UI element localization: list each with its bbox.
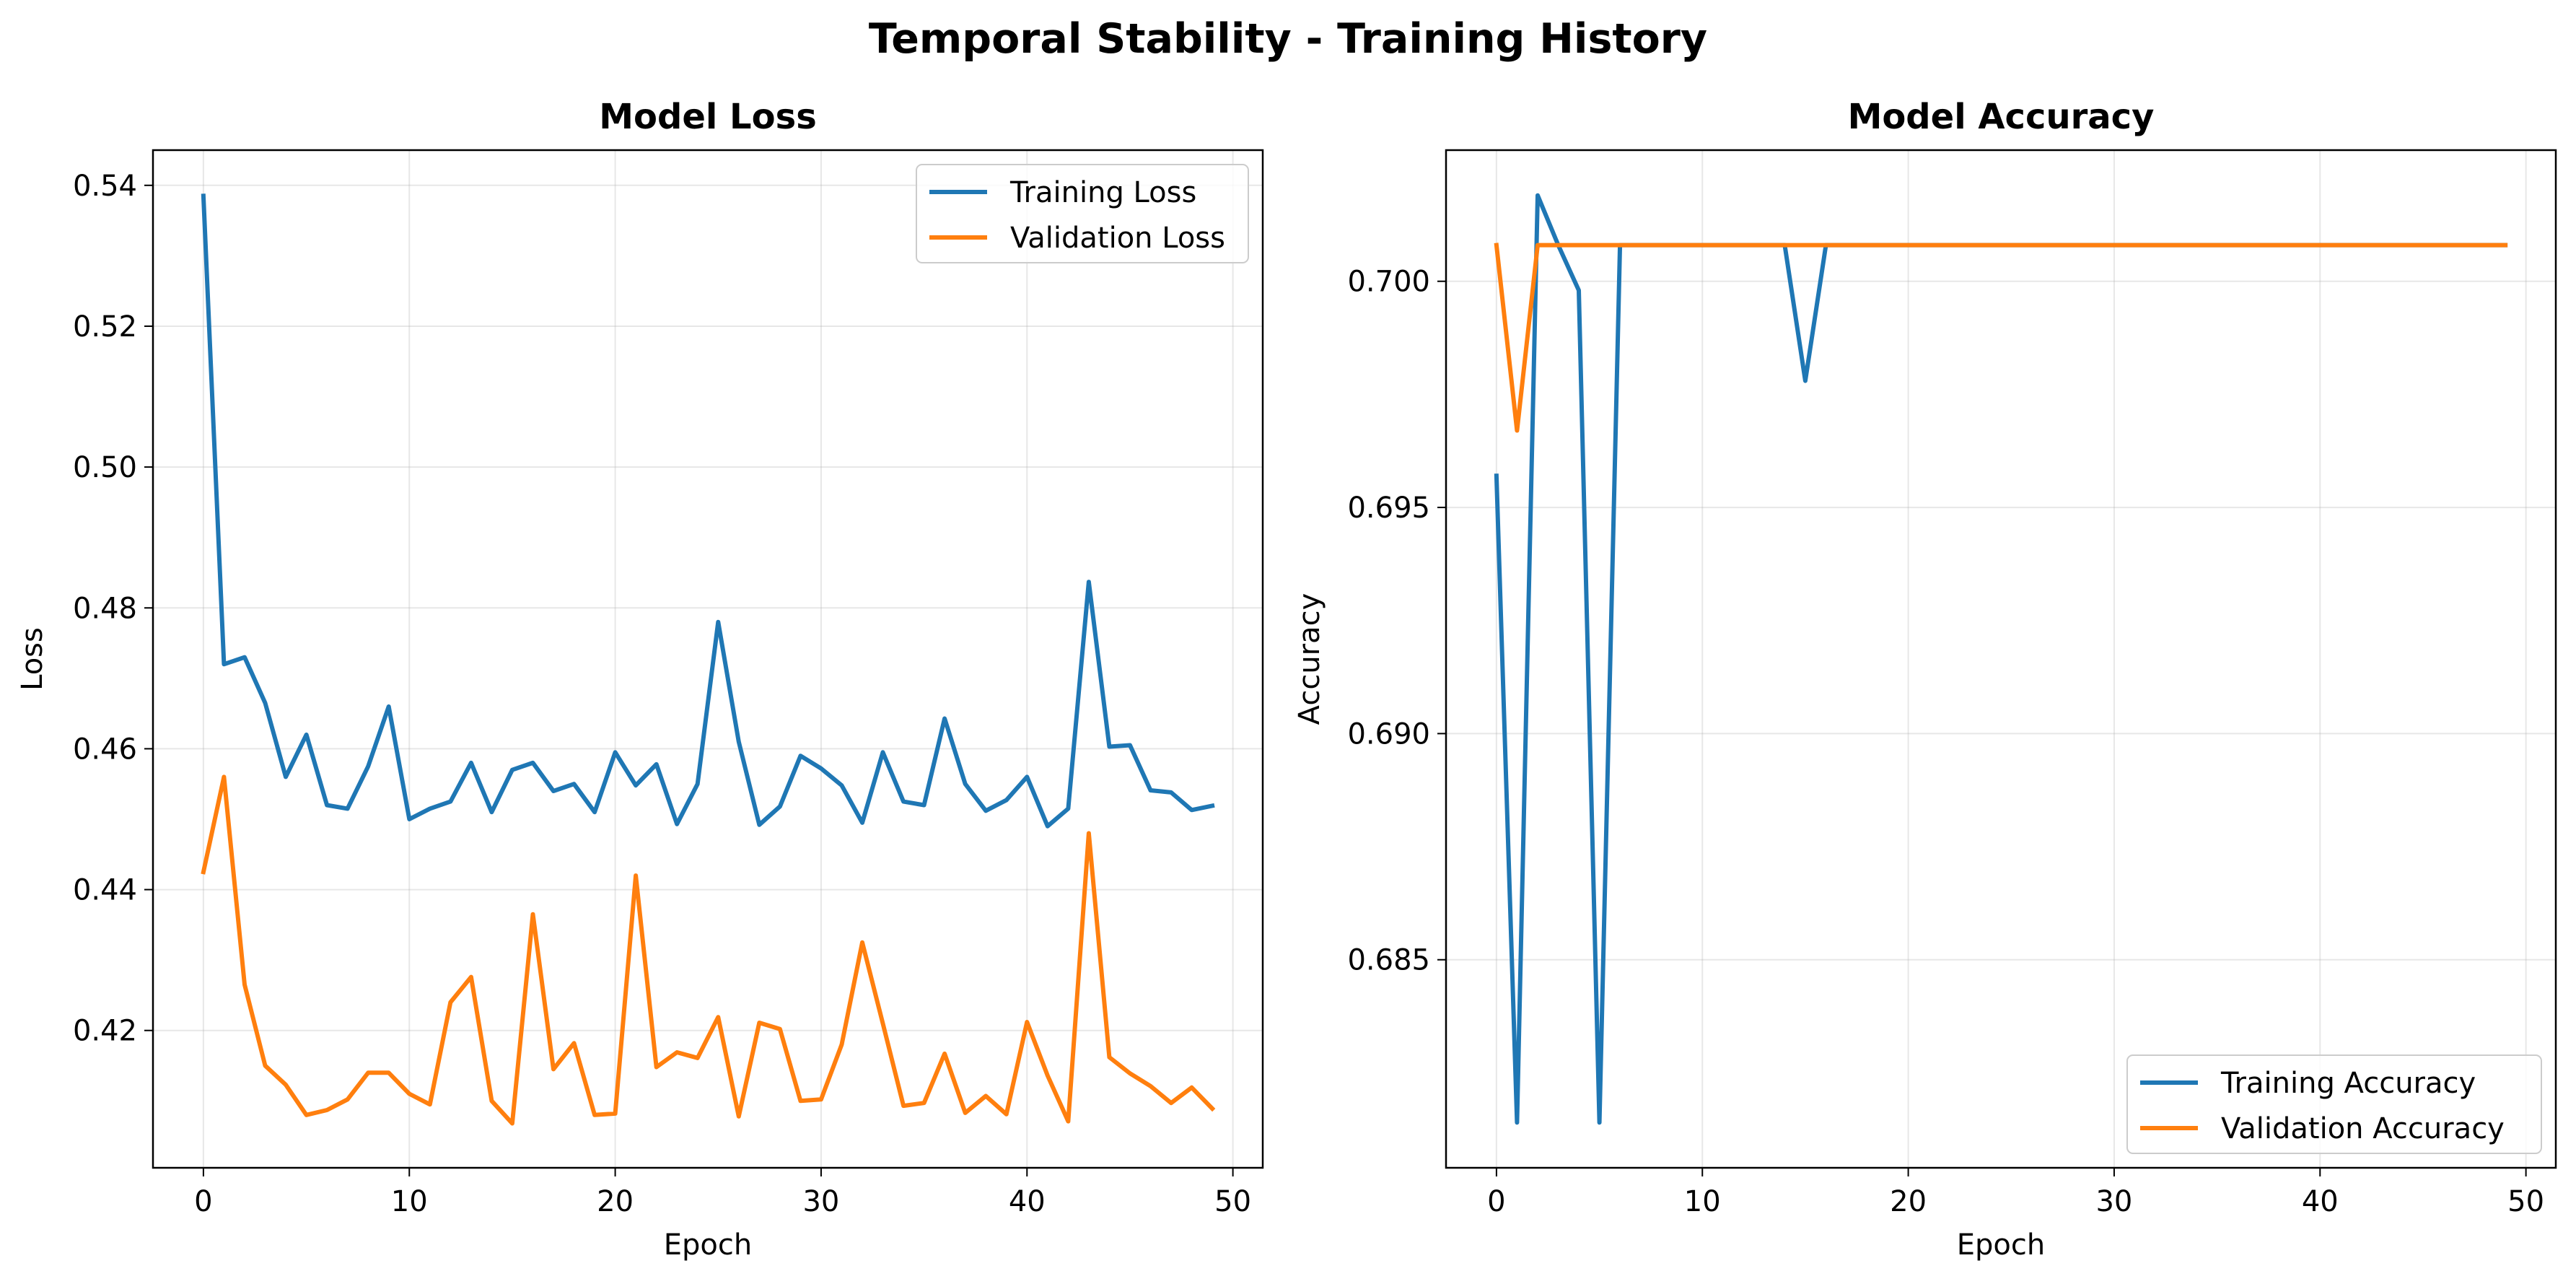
loss-x-tick-label: 30 bbox=[802, 1185, 839, 1218]
loss-x-tick-label: 20 bbox=[597, 1185, 634, 1218]
accuracy-series-lines bbox=[1494, 193, 2508, 1125]
loss-x-tick-label: 0 bbox=[194, 1185, 212, 1218]
loss-y-axis-label: Loss bbox=[16, 627, 49, 691]
accuracy-plot-frame bbox=[1445, 149, 2557, 1169]
accuracy-y-tick-label: 0.690 bbox=[1347, 717, 1430, 751]
loss-y-ticks: 0.42 0.44 0.46 0.48 0.50 0.52 0.54 bbox=[73, 170, 153, 1048]
loss-chart-title: Model Loss bbox=[599, 97, 817, 137]
accuracy-y-tick-label: 0.700 bbox=[1347, 266, 1430, 299]
accuracy-x-tick-label: 0 bbox=[1487, 1185, 1505, 1218]
accuracy-legend-label-training: Training Accuracy bbox=[2220, 1067, 2476, 1100]
loss-series-lines bbox=[201, 193, 1216, 1126]
loss-series-line-training bbox=[201, 193, 1215, 829]
accuracy-legend-box bbox=[2126, 1054, 2542, 1154]
loss-grid bbox=[153, 150, 1263, 1168]
accuracy-x-ticks: 0 10 20 30 40 50 bbox=[1487, 1168, 2544, 1218]
loss-y-tick-label: 0.48 bbox=[73, 592, 137, 625]
loss-y-tick-label: 0.54 bbox=[73, 170, 137, 203]
loss-y-tick-label: 0.42 bbox=[73, 1015, 137, 1048]
accuracy-series-line-validation bbox=[1494, 243, 2508, 433]
accuracy-grid bbox=[1446, 150, 2556, 1168]
loss-legend-box bbox=[916, 164, 1249, 263]
accuracy-x-tick-label: 50 bbox=[2507, 1185, 2544, 1218]
loss-series-line-validation bbox=[201, 774, 1216, 1126]
loss-legend: Training Loss Validation Loss bbox=[916, 164, 1249, 263]
loss-legend-label-training: Training Loss bbox=[1009, 176, 1196, 209]
accuracy-x-tick-label: 40 bbox=[2302, 1185, 2339, 1218]
loss-x-axis-label: Epoch bbox=[664, 1228, 752, 1262]
loss-legend-label-validation: Validation Loss bbox=[1010, 222, 1225, 255]
loss-x-tick-label: 40 bbox=[1009, 1185, 1046, 1218]
loss-x-tick-label: 10 bbox=[391, 1185, 428, 1218]
loss-y-tick-label: 0.50 bbox=[73, 451, 137, 484]
loss-y-tick-label: 0.46 bbox=[73, 733, 137, 766]
accuracy-y-ticks: 0.685 0.690 0.695 0.700 bbox=[1347, 266, 1446, 977]
accuracy-chart-title: Model Accuracy bbox=[1848, 97, 2155, 137]
accuracy-y-tick-label: 0.695 bbox=[1347, 492, 1430, 525]
accuracy-x-axis-label: Epoch bbox=[1957, 1228, 2045, 1262]
accuracy-x-tick-label: 10 bbox=[1684, 1185, 1721, 1218]
loss-y-tick-label: 0.52 bbox=[73, 310, 137, 344]
loss-plot-frame bbox=[152, 149, 1264, 1169]
accuracy-chart: 0 10 20 30 40 50 0.685 0.690 0.695 0.700 Model A… bbox=[1293, 97, 2557, 1262]
loss-y-tick-label: 0.44 bbox=[73, 874, 137, 907]
accuracy-legend-label-validation: Validation Accuracy bbox=[2221, 1112, 2505, 1145]
loss-chart: 0 10 20 30 40 50 0.42 0.44 0.46 0.48 0.50 0.52 0.54… bbox=[16, 97, 1264, 1262]
accuracy-x-tick-label: 30 bbox=[2095, 1185, 2132, 1218]
loss-x-ticks: 0 10 20 30 40 50 bbox=[194, 1168, 1251, 1218]
accuracy-x-tick-label: 20 bbox=[1890, 1185, 1927, 1218]
accuracy-legend: Training Accuracy Validation Accuracy bbox=[2126, 1054, 2542, 1154]
figure-title: Temporal Stability - Training History bbox=[869, 15, 1707, 63]
accuracy-y-axis-label: Accuracy bbox=[1293, 593, 1326, 725]
accuracy-y-tick-label: 0.685 bbox=[1347, 944, 1430, 977]
loss-x-tick-label: 50 bbox=[1214, 1185, 1251, 1218]
